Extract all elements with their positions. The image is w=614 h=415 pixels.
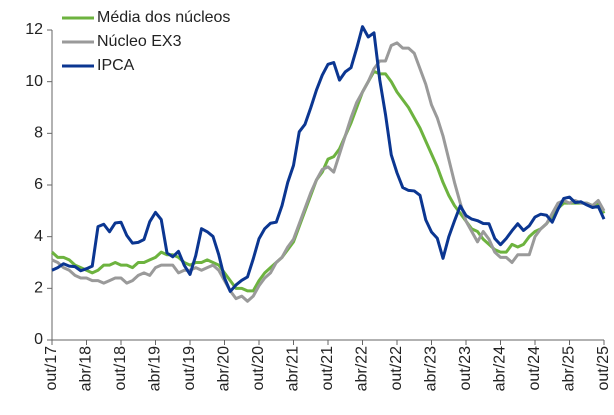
x-tick-label: out/22 — [388, 346, 405, 391]
series-line — [50, 69, 606, 293]
x-tick-label: abr/20 — [216, 346, 233, 391]
series-line — [51, 25, 606, 293]
x-tick-label: out/21 — [319, 346, 336, 391]
x-tick-label: abr/25 — [561, 346, 578, 391]
x-tick-label: abr/18 — [78, 346, 95, 391]
legend-label: Núcleo EX3 — [97, 33, 182, 50]
x-tick-label: abr/19 — [147, 346, 164, 391]
x-tick-label: abr/21 — [285, 346, 302, 391]
x-tick-label: out/19 — [181, 346, 198, 391]
x-tick-label: abr/24 — [492, 346, 509, 391]
x-tick-label: out/24 — [526, 346, 543, 391]
y-tick-label: 0 — [34, 331, 43, 348]
x-tick-label: out/20 — [250, 346, 267, 391]
legend-label: Média dos núcleos — [97, 9, 230, 26]
x-tick-label: out/17 — [43, 346, 60, 391]
x-tick-label: abr/23 — [423, 346, 440, 391]
y-tick-label: 2 — [34, 280, 43, 297]
series-line — [51, 41, 606, 303]
x-tick-label: out/18 — [112, 346, 129, 391]
legend-label: IPCA — [97, 57, 135, 74]
y-tick-label: 10 — [25, 73, 43, 90]
x-tick-label: out/23 — [457, 346, 474, 391]
y-tick-label: 12 — [25, 21, 43, 38]
x-tick-label: out/25 — [595, 346, 612, 391]
y-tick-label: 6 — [34, 176, 43, 193]
y-tick-label: 4 — [34, 228, 43, 245]
x-tick-label: abr/22 — [354, 346, 371, 391]
y-tick-label: 8 — [34, 125, 43, 142]
